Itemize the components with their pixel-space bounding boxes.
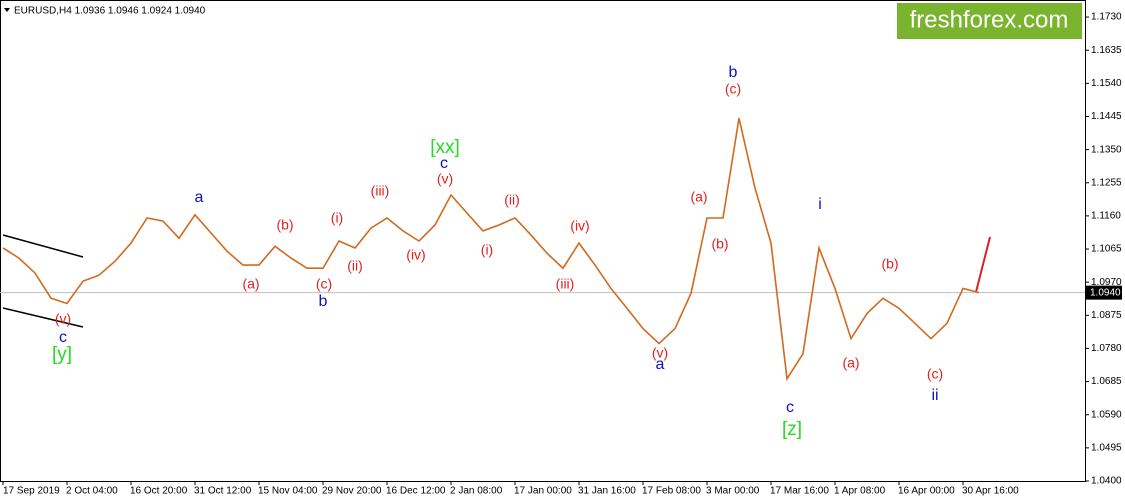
wave-label: (iv) (570, 218, 589, 234)
wave-label: (b) (711, 236, 728, 252)
x-tick-label: 17 Feb 08:00 (642, 486, 701, 497)
chart-title: EURUSD,H4 1.0936 1.0946 1.0924 1.0940 (14, 6, 206, 17)
x-tick-label: 16 Apr 00:00 (898, 486, 955, 497)
wave-label: i (818, 196, 822, 213)
x-tick-label: 30 Apr 16:00 (962, 486, 1019, 497)
wave-label: (v) (652, 345, 668, 361)
x-tick-label: 2 Jan 08:00 (450, 486, 503, 497)
wave-label: (v) (55, 311, 71, 327)
wave-label: (c) (927, 366, 943, 382)
plot-frame (0, 0, 1086, 482)
wave-label: c (440, 155, 448, 172)
wave-label: (c) (316, 276, 332, 292)
wave-label: (i) (481, 242, 493, 258)
x-tick-label: 3 Mar 00:00 (706, 486, 760, 497)
wave-label: (ii) (347, 258, 363, 274)
y-tick-label: 1.0590 (1091, 409, 1122, 420)
x-tick-label: 17 Jan 00:00 (514, 486, 572, 497)
y-tick-label: 1.0685 (1091, 376, 1122, 387)
forecast-arrow (975, 236, 991, 293)
wave-label: (iii) (556, 276, 575, 292)
menu-arrow[interactable] (4, 8, 10, 12)
y-tick-label: 1.1445 (1091, 111, 1122, 122)
x-tick-label: 2 Oct 04:00 (66, 486, 118, 497)
x-tick-label: 17 Mar 16:00 (770, 486, 829, 497)
wave-label: (v) (437, 171, 453, 187)
x-tick-label: 31 Oct 12:00 (194, 486, 252, 497)
y-tick-label: 1.1350 (1091, 144, 1122, 155)
wave-label: (i) (331, 210, 343, 226)
wave-label: (iii) (371, 183, 390, 199)
wave-label: (iv) (406, 247, 425, 263)
channel-line (2, 234, 84, 258)
y-tick-label: 1.1160 (1091, 211, 1121, 222)
y-tick-label: 1.1255 (1091, 177, 1122, 188)
wave-label: [z] (782, 419, 802, 440)
wave-label: (b) (881, 256, 898, 272)
wave-label: ii (931, 387, 938, 404)
wave-label: c (786, 399, 794, 416)
y-tick-label: 1.0875 (1091, 310, 1122, 321)
wave-label: (a) (690, 189, 707, 205)
last-price-tag (1086, 285, 1122, 300)
y-tick-label: 1.1540 (1091, 78, 1122, 89)
watermark-box (897, 3, 1082, 39)
y-tick-label: 1.1730 (1091, 12, 1122, 23)
y-tick-label: 1.0780 (1091, 343, 1122, 354)
x-tick-label: 1 Apr 08:00 (834, 486, 886, 497)
wave-label: c (59, 329, 67, 346)
wave-label: (b) (276, 217, 293, 233)
x-tick-label: 16 Dec 12:00 (386, 486, 446, 497)
x-tick-label: 17 Sep 2019 (3, 486, 60, 497)
y-tick-label: 1.1635 (1091, 45, 1122, 56)
x-tick-label: 16 Oct 20:00 (130, 486, 188, 497)
wave-label: [xx] (430, 137, 460, 158)
channel-line (2, 307, 84, 328)
last-price-label: 1.0940 (1090, 287, 1121, 298)
wave-label: (a) (842, 355, 859, 371)
y-tick-label: 1.0970 (1091, 277, 1122, 288)
y-tick-label: 1.0495 (1091, 443, 1122, 454)
wave-label: a (656, 356, 665, 373)
wave-label: (a) (242, 276, 259, 292)
wave-label: a (195, 189, 204, 206)
y-tick-label: 1.0400 (1091, 476, 1122, 487)
wave-label: [y] (52, 344, 72, 365)
wave-label: (ii) (504, 192, 520, 208)
y-tick-label: 1.1065 (1091, 244, 1122, 255)
wave-label: (c) (725, 81, 741, 97)
x-tick-label: 15 Nov 04:00 (258, 486, 318, 497)
wave-label: b (729, 64, 738, 81)
wave-label: b (319, 293, 328, 310)
price-line (2, 118, 980, 382)
x-tick-label: 29 Nov 20:00 (322, 486, 382, 497)
watermark: freshforex.com (910, 6, 1069, 33)
x-tick-label: 31 Jan 16:00 (578, 486, 636, 497)
